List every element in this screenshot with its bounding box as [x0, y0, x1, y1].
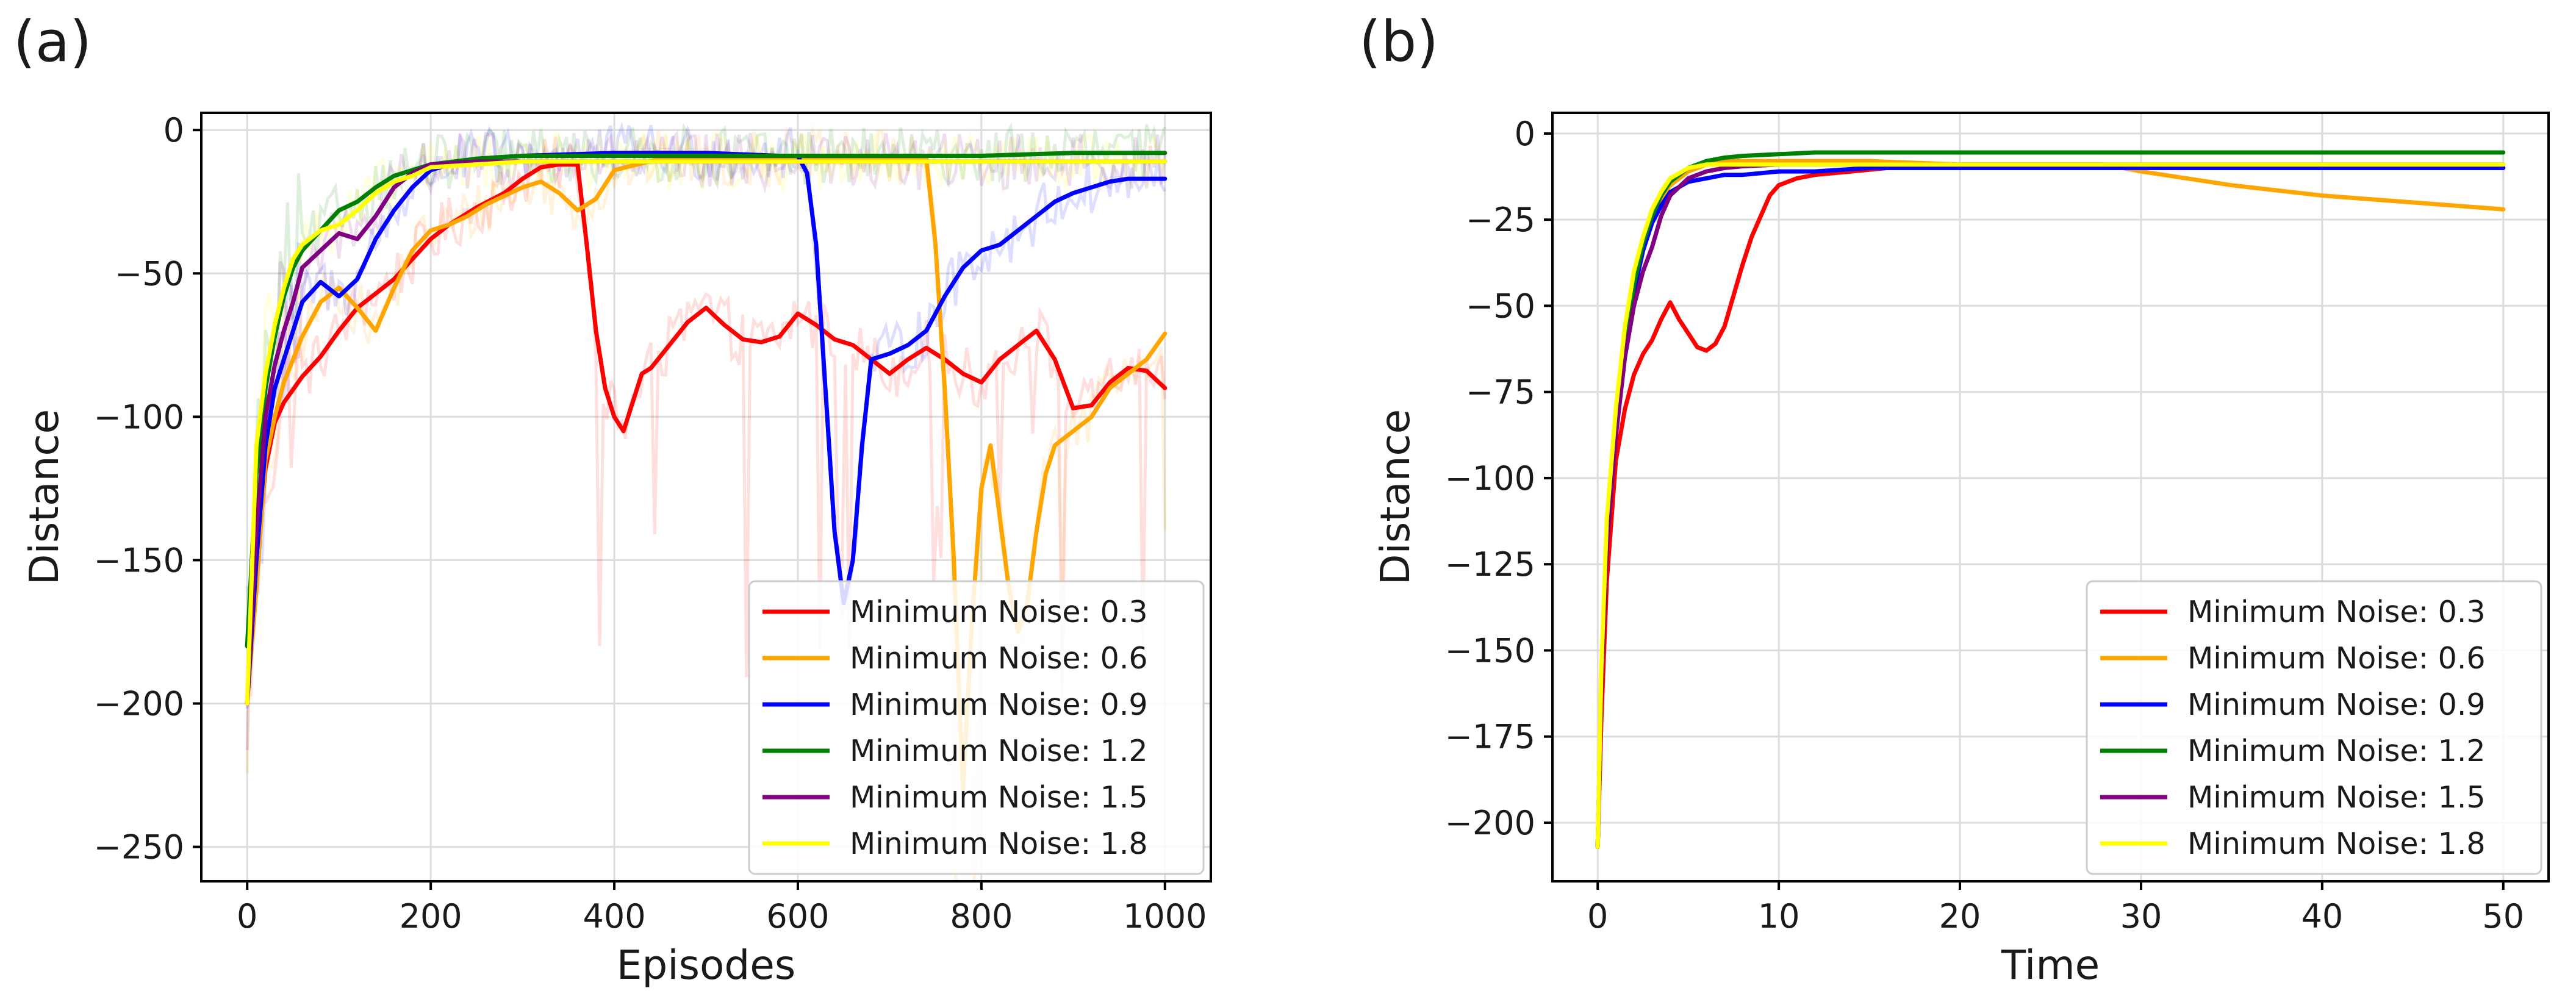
x-tick-label: 1000 — [1123, 897, 1207, 936]
axes-frame — [200, 112, 1212, 883]
y-tick-label: −150 — [94, 541, 184, 579]
x-tick-label: 10 — [1758, 897, 1800, 936]
series-line-1 — [245, 156, 1168, 792]
legend-box — [748, 580, 1205, 875]
x-tick-label: 50 — [2482, 897, 2524, 936]
legend-entry: Minimum Noise: 1.5 — [850, 780, 1148, 815]
series-line-3 — [245, 151, 1168, 648]
x-tick-label: 30 — [2120, 897, 2162, 936]
x-tick-label: 800 — [950, 897, 1013, 936]
x-tick-label: 20 — [1939, 897, 1981, 936]
y-tick-label: −175 — [1445, 718, 1535, 756]
legend-entry: Minimum Noise: 0.9 — [2187, 687, 2486, 722]
y-tick-label: −150 — [1445, 631, 1535, 670]
legend-entry: Minimum Noise: 0.3 — [2187, 595, 2486, 629]
x-tick-label: 0 — [237, 897, 257, 936]
y-tick-label: 0 — [163, 111, 184, 149]
y-tick-label: −75 — [1466, 373, 1535, 412]
legend-entry: Minimum Noise: 0.6 — [2187, 641, 2486, 676]
y-tick-label: −125 — [1445, 545, 1535, 584]
y-axis-label: Distance — [1372, 409, 1419, 585]
series-line-2 — [245, 151, 1168, 706]
series-line-5 — [1595, 162, 2506, 849]
y-tick-label: −200 — [94, 685, 184, 723]
legend-entry: Minimum Noise: 0.3 — [850, 595, 1148, 629]
y-tick-label: −50 — [115, 254, 184, 293]
x-tick-label: 400 — [583, 897, 646, 936]
legend-box — [2086, 580, 2542, 875]
raw-trace-5 — [245, 131, 1167, 686]
raw-trace-4 — [245, 130, 1167, 751]
x-tick-label: 200 — [400, 897, 462, 936]
legend-entry: Minimum Noise: 1.2 — [2187, 734, 2486, 768]
axes-frame — [1551, 112, 2550, 883]
chart-panel-b: 0 10 20 30 40 50 0 −25 −50 −75 −100 −125 −150 −175 −20… — [1359, 9, 2550, 989]
series-line-0 — [245, 162, 1168, 706]
y-tick-label: −100 — [1445, 459, 1535, 498]
legend-entry: Minimum Noise: 1.5 — [2187, 780, 2486, 815]
series-line-5 — [245, 159, 1168, 706]
panel-label: (a) — [13, 9, 91, 74]
x-tick-label: 600 — [766, 897, 829, 936]
y-tick-label: 0 — [1515, 115, 1535, 153]
x-axis-label: Episodes — [617, 942, 796, 989]
y-tick-label: −100 — [94, 398, 184, 436]
x-tick-label: 40 — [2302, 897, 2344, 936]
legend: Minimum Noise: 0.3 Minimum Noise: 0.6 Mini… — [748, 580, 1205, 875]
x-axis-label: Time — [2001, 942, 2100, 989]
legend-entry: Minimum Noise: 1.8 — [850, 826, 1148, 861]
legend: Minimum Noise: 0.3 Minimum Noise: 0.6 Mini… — [2086, 580, 2542, 875]
y-tick-label: −25 — [1466, 201, 1535, 239]
legend-entry: Minimum Noise: 0.9 — [850, 687, 1148, 722]
legend-entry: Minimum Noise: 1.2 — [850, 734, 1148, 768]
y-axis-label: Distance — [21, 409, 68, 585]
legend-entry: Minimum Noise: 0.6 — [850, 641, 1148, 676]
chart-panel-a: 0 200 400 600 800 1000 0 −50 −100 −150 −200 −250 Epi… — [13, 9, 1212, 989]
y-tick-label: −50 — [1466, 287, 1535, 325]
y-tick-label: −200 — [1445, 804, 1535, 842]
panel-label: (b) — [1359, 9, 1438, 74]
legend-entry: Minimum Noise: 1.8 — [2187, 826, 2486, 861]
plot-area — [1595, 150, 2506, 849]
y-tick-label: −250 — [94, 828, 184, 867]
x-tick-label: 0 — [1587, 897, 1608, 936]
